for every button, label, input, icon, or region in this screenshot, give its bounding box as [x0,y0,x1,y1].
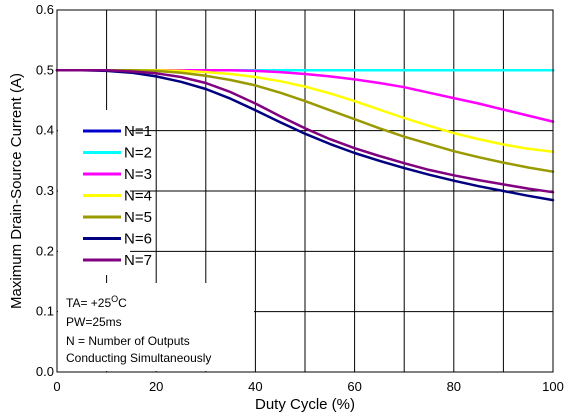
series-line-n-5 [55,69,555,173]
y-tick-label: 0.2 [36,243,54,258]
legend-background [58,110,130,275]
legend-label: N=3 [124,166,152,183]
x-tick-label: 0 [53,379,60,394]
series-lines [55,69,555,202]
y-tick-label: 0.0 [36,364,54,379]
plot-frame [56,9,554,373]
y-tick-label: 0.6 [36,2,54,17]
y-axis-title: Maximum Drain-Source Current (A) [8,73,25,309]
x-tick-label: 80 [447,379,461,394]
x-axis-title: Duty Cycle (%) [255,396,355,413]
annotation-conducting: Conducting Simultaneously [66,351,211,365]
annotation-n-definition: N = Number of Outputs [66,334,190,348]
y-tick-label: 0.5 [36,62,54,77]
annotation-background [58,283,254,371]
y-tick-label: 0.3 [36,183,54,198]
y-tick-label: 0.1 [36,304,54,319]
x-tick-label: 20 [149,379,163,394]
series-line-n-7 [55,69,555,194]
legend-label: N=1 [124,123,152,140]
tick-labels: 0 20 40 60 80 100 0.0 0.1 0.2 0.3 0.4 0.5 0.6 [36,2,564,394]
legend-label: N=7 [124,252,152,269]
y-tick-label: 0.4 [36,123,54,138]
legend-label: N=6 [124,231,152,248]
x-tick-label: 60 [347,379,361,394]
annotation-pulse-width: PW=25ms [66,315,122,329]
x-tick-label: 40 [248,379,262,394]
legend-label: N=4 [124,188,152,205]
legend-label: N=2 [124,145,152,162]
annotation-temp: TA= +25OC [66,294,127,310]
legend-label: N=5 [124,209,152,226]
legend: N=1 N=2 N=3 N=4 N=5 N=6 N=7 [58,110,152,275]
series-line-n-6 [55,69,555,202]
x-tick-label: 100 [542,379,564,394]
annotation: TA= +25OC PW=25ms N = Number of Outputs … [58,283,254,371]
